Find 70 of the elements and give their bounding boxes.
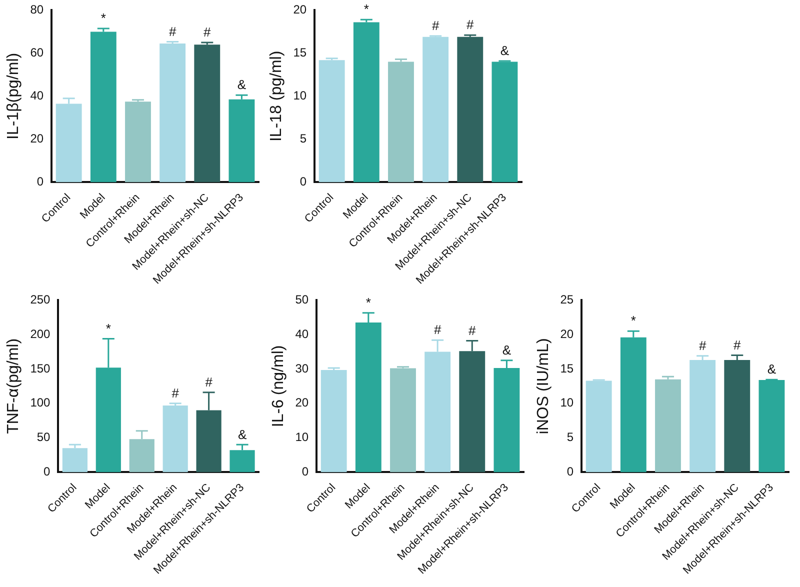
y-tick-label: 80 (30, 2, 44, 17)
annotation: # (734, 337, 742, 352)
y-tick-label: 15 (293, 46, 307, 60)
y-axis-title: iNOS (IU/mL) (535, 338, 552, 434)
bar (457, 36, 484, 182)
y-tick-label: 100 (30, 396, 51, 410)
annotation: * (630, 313, 636, 328)
y-tick-label: 0 (302, 464, 309, 479)
bar (320, 370, 347, 472)
y-tick-label: 20 (295, 396, 309, 410)
annotation: # (434, 322, 442, 338)
bar (194, 44, 220, 182)
y-tick-label: 200 (30, 326, 51, 341)
bar (62, 448, 88, 472)
bar (586, 380, 612, 472)
y-tick-label: 20 (560, 326, 574, 341)
annotation: * (100, 10, 106, 26)
annotation: * (106, 320, 111, 336)
y-tick-label: 150 (30, 361, 51, 376)
bar (758, 380, 785, 472)
y-tick-label: 0 (36, 174, 44, 189)
y-tick-label: 250 (30, 292, 51, 307)
bar (492, 62, 518, 182)
y-tick-label: 50 (295, 292, 309, 307)
y-tick-label: 20 (293, 2, 307, 17)
y-tick-label: 25 (560, 292, 574, 307)
bar (390, 368, 416, 472)
bar (125, 102, 151, 182)
bar (160, 44, 186, 182)
y-tick-label: 5 (566, 430, 574, 444)
annotation: & (237, 77, 246, 92)
annotation: & (500, 43, 510, 58)
bar (318, 60, 345, 182)
annotation: & (238, 426, 247, 442)
bar (422, 36, 449, 182)
annotation: # (432, 18, 440, 34)
y-tick-label: 0 (566, 464, 574, 479)
annotation: * (366, 295, 371, 310)
annotation: # (468, 322, 477, 338)
bar (388, 62, 414, 182)
y-tick-label: 40 (295, 326, 309, 341)
y-tick-label: 15 (560, 361, 574, 376)
bar (353, 22, 380, 182)
annotation: # (466, 17, 475, 32)
y-axis-title: IL-18 (pg/ml) (268, 50, 286, 142)
y-axis-title: IL-1β(pg/ml) (5, 52, 22, 140)
y-tick-label: 0 (44, 464, 51, 479)
y-tick-label: 40 (30, 88, 44, 103)
bar (90, 32, 116, 182)
y-tick-label: 20 (30, 132, 44, 146)
y-tick-label: 30 (295, 361, 309, 376)
y-tick-label: 10 (295, 430, 309, 444)
bar (655, 379, 681, 472)
y-axis-title: IL-6 (ng/ml) (270, 345, 288, 428)
bar (162, 405, 188, 472)
y-tick-label: 5 (300, 132, 307, 146)
y-tick-label: 60 (30, 46, 44, 60)
y-tick-label: 50 (36, 430, 51, 444)
annotation: # (204, 24, 212, 40)
annotation: & (502, 342, 512, 358)
annotation: # (168, 24, 177, 39)
y-tick-label: 10 (293, 88, 307, 103)
annotation: # (698, 338, 707, 354)
y-tick-label: 10 (560, 396, 574, 410)
annotation: # (172, 385, 180, 400)
y-axis-title: TNF-α(pg/ml) (5, 338, 22, 434)
annotation: & (767, 362, 776, 377)
annotation: * (364, 2, 369, 17)
annotation: # (205, 374, 214, 390)
y-tick-label: 0 (300, 174, 307, 189)
